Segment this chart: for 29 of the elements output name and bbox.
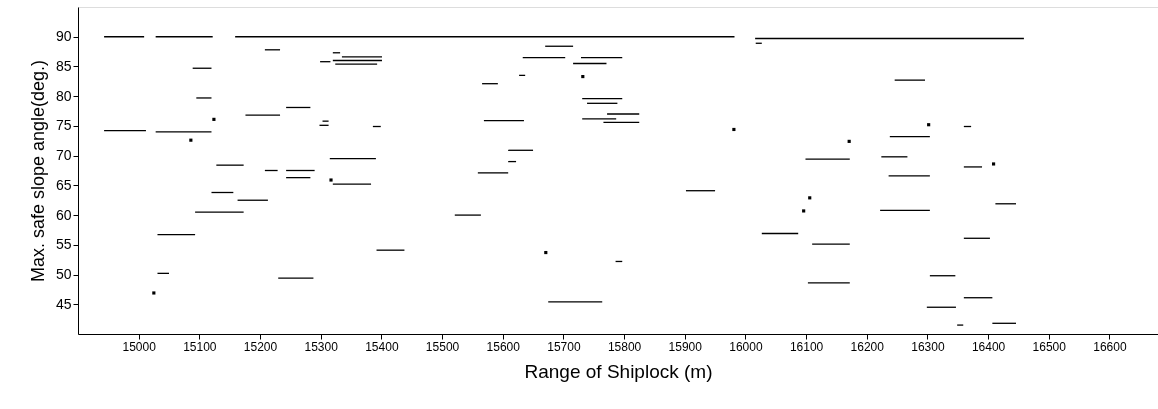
y-axis-title: Max. safe slope angle(deg.)	[27, 59, 48, 283]
x-tick-label: 15200	[243, 339, 278, 354]
x-tick-label: 16300	[911, 339, 945, 354]
y-tick-label: 55	[55, 236, 72, 253]
y-tick-label: 50	[55, 266, 72, 283]
x-tick-label: 15600	[486, 339, 521, 354]
x-tick-label: 16100	[789, 339, 824, 354]
y-tick-label: 60	[55, 206, 72, 223]
y-tick-label: 65	[55, 176, 72, 193]
y-tick-label: 70	[55, 147, 72, 164]
x-tick-label: 15300	[304, 339, 339, 354]
x-tick-label: 15700	[547, 339, 581, 354]
x-tick-label: 15400	[365, 339, 399, 354]
x-axis-title: Range of Shiplock (m)	[524, 360, 713, 382]
y-tick-label: 80	[55, 87, 72, 104]
x-tick-label: 16000	[729, 339, 763, 354]
y-tick-label: 45	[55, 295, 72, 312]
x-tick-label: 16200	[850, 339, 885, 354]
x-tick-label: 15900	[668, 339, 703, 354]
y-tick-label: 90	[55, 28, 72, 45]
x-tick-label: 16500	[1032, 339, 1067, 354]
x-tick-label: 15500	[425, 339, 460, 354]
x-tick-label: 16400	[971, 339, 1006, 354]
x-tick-label: 15100	[183, 339, 217, 354]
x-tick-label: 15000	[122, 339, 157, 354]
x-tick-label: 16600	[1093, 339, 1127, 354]
x-tick-label: 15800	[607, 339, 642, 354]
y-tick-label: 75	[55, 117, 72, 134]
y-tick-label: 85	[55, 57, 72, 74]
